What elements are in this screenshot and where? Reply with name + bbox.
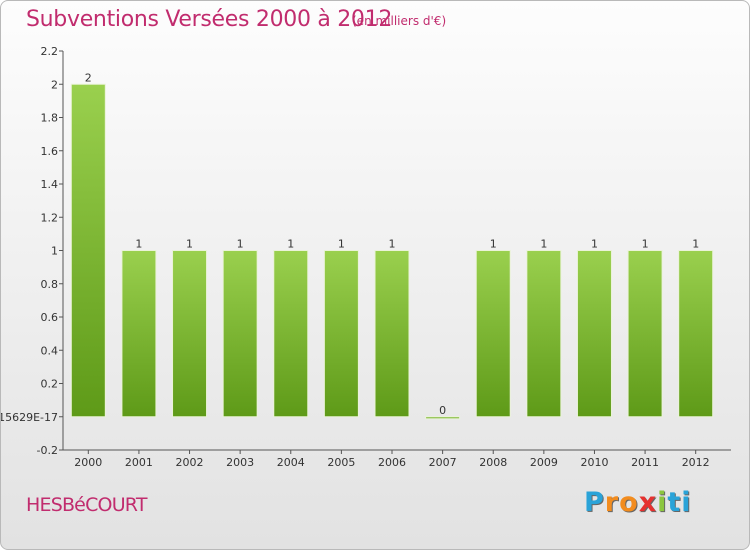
y-tick-label: 1.8 — [41, 112, 59, 125]
y-tick-label: 0.6 — [41, 311, 59, 324]
bar — [273, 250, 309, 418]
bar — [374, 250, 410, 418]
bar-value-label: 0 — [439, 404, 446, 417]
x-tick-label: 2006 — [378, 456, 406, 469]
x-tick-label: 2011 — [631, 456, 659, 469]
town-name: HESBéCOURT — [26, 494, 147, 516]
y-tick-label: 1 — [51, 245, 58, 258]
bar — [526, 250, 562, 418]
bar — [475, 250, 511, 418]
x-tick-label: 2000 — [74, 456, 102, 469]
x-tick-label: 2009 — [530, 456, 558, 469]
bar-value-label: 1 — [237, 238, 244, 251]
bar-value-label: 1 — [490, 238, 497, 251]
bar-value-label: 1 — [642, 238, 649, 251]
chart-title: Subventions Versées 2000 à 2012 — [26, 7, 393, 32]
y-tick-label: 2 — [51, 78, 58, 91]
y-tick-label: 1.2 — [41, 211, 59, 224]
bar — [627, 250, 663, 418]
bar-value-label: 1 — [591, 238, 598, 251]
bar — [172, 250, 208, 418]
bar — [576, 250, 612, 418]
x-tick-label: 2003 — [226, 456, 254, 469]
bar-value-label: 1 — [338, 238, 345, 251]
chart-subtitle: (en milliers d'€) — [352, 14, 447, 28]
bar-value-label: 1 — [389, 238, 396, 251]
bar-value-label: 1 — [135, 238, 142, 251]
logo-letter: i — [657, 487, 668, 518]
x-tick-label: 2005 — [327, 456, 355, 469]
bar — [70, 83, 106, 418]
bar — [425, 416, 461, 420]
logo-letter: t — [667, 487, 682, 518]
x-tick-label: 2007 — [429, 456, 457, 469]
y-tick-label: -0.2 — [37, 444, 58, 457]
y-tick-label: 0.8 — [41, 278, 59, 291]
logo-letter: P — [584, 487, 605, 518]
x-tick-label: 2004 — [277, 456, 305, 469]
bar — [678, 250, 714, 418]
x-tick-label: 2010 — [580, 456, 608, 469]
x-tick-label: 2008 — [479, 456, 507, 469]
logo-letter: i — [681, 487, 692, 518]
x-tick-label: 2001 — [125, 456, 153, 469]
bar-value-label: 2 — [85, 71, 92, 84]
bar-value-label: 1 — [287, 238, 294, 251]
x-tick-label: 2012 — [682, 456, 710, 469]
bar-value-label: 1 — [186, 238, 193, 251]
logo-letter: r — [604, 487, 620, 518]
bar-value-label: 1 — [692, 238, 699, 251]
bar — [222, 250, 258, 418]
y-tick-label: -1.15629E-17 — [1, 411, 58, 424]
y-tick-label: 2.2 — [41, 45, 59, 58]
bar — [121, 250, 157, 418]
bar — [323, 250, 359, 418]
proxiti-logo: Proxiti — [584, 487, 692, 518]
y-tick-label: 0.4 — [41, 344, 59, 357]
y-tick-label: 1.4 — [41, 178, 59, 191]
logo-letter: o — [619, 487, 639, 518]
logo-letter: x — [638, 487, 658, 518]
y-tick-label: 0.2 — [41, 378, 59, 391]
y-tick-label: 1.6 — [41, 145, 59, 158]
bar-value-label: 1 — [540, 238, 547, 251]
x-tick-label: 2002 — [176, 456, 204, 469]
